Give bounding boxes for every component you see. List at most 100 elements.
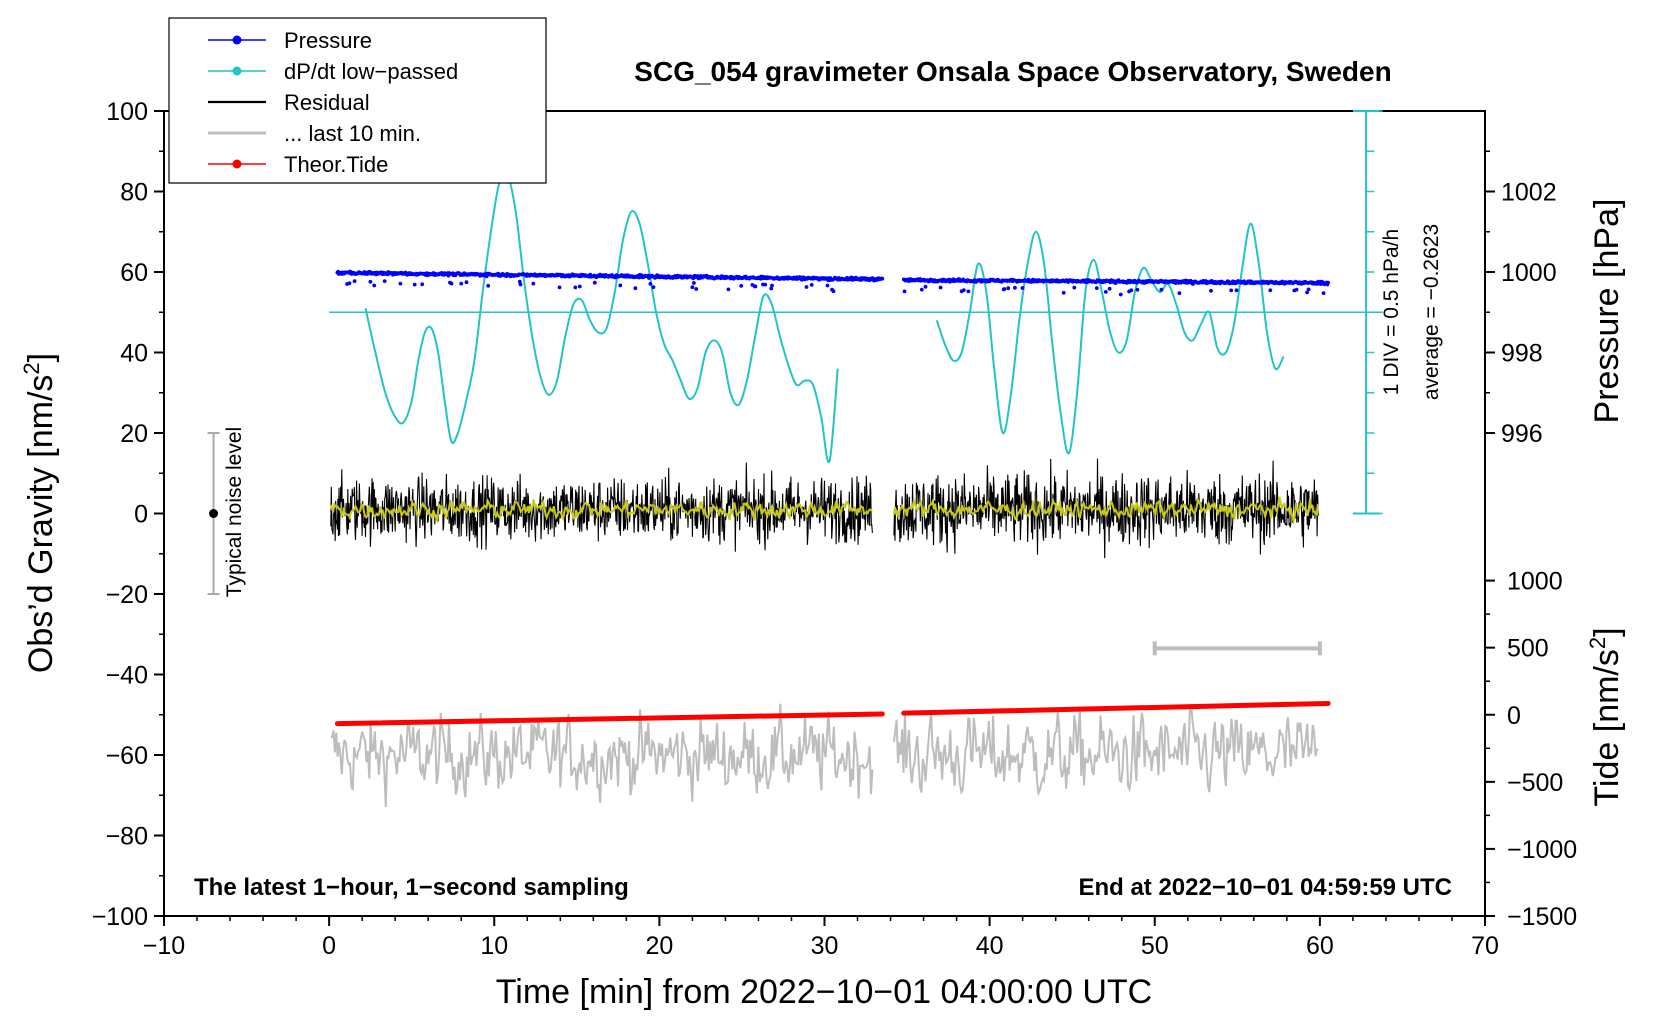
y-tick-label: −20 <box>106 581 148 609</box>
series-theor-tide <box>334 700 1331 727</box>
pressure-point <box>1268 288 1273 293</box>
series-last-10-min <box>330 703 1319 807</box>
pressure-tick-label: 1002 <box>1501 179 1557 207</box>
pressure-point <box>1118 292 1123 297</box>
pressure-point <box>923 284 928 289</box>
y-axis-left-title-end: ] <box>22 353 60 362</box>
y-tick-label: 60 <box>120 259 148 287</box>
pressure-point <box>577 284 582 289</box>
legend-label: Theor.Tide <box>284 152 388 177</box>
pressure-point <box>1294 287 1299 292</box>
pressure-point <box>831 289 836 294</box>
x-axis: −10 0 10 20 30 40 50 60 70 <box>143 916 1499 960</box>
pressure-point <box>902 289 907 294</box>
x-tick-label: 40 <box>976 932 1004 960</box>
dpdt-trace <box>935 222 1285 455</box>
pressure-point <box>592 280 597 285</box>
legend: Pressure dP/dt low−passed Residual ... last… <box>168 17 547 184</box>
dpdt-scale-label: 1 DIV = 0.5 hPa/h <box>1380 229 1403 395</box>
pressure-point <box>1306 287 1311 292</box>
pressure-point <box>1159 287 1164 292</box>
y-tick-label: −100 <box>92 903 148 931</box>
pressure-point <box>1103 290 1108 294</box>
pressure-point <box>412 282 417 287</box>
pressure-point <box>1305 290 1309 295</box>
pressure-point <box>769 286 774 291</box>
x-tick-label: 30 <box>811 932 839 960</box>
pressure-point <box>382 279 387 283</box>
pressure-point <box>648 282 653 286</box>
noise-level-bar <box>207 432 220 595</box>
pressure-point <box>573 285 578 290</box>
noise-level-label: Typical noise level <box>223 427 246 597</box>
pressure-point <box>739 284 744 288</box>
theor-tide-trace <box>901 700 1331 716</box>
chart-title: SCG_054 gravimeter Onsala Space Observat… <box>634 56 1391 87</box>
y-axis-left-title: Obs’d Gravity [nm/s2] <box>19 353 60 673</box>
pressure-point <box>1234 288 1239 293</box>
tide-tick-label: 1000 <box>1507 568 1563 596</box>
pressure-point <box>420 282 425 287</box>
legend-marker <box>232 159 242 169</box>
x-tick-label: 10 <box>480 932 508 960</box>
pressure-point <box>1094 286 1099 290</box>
pressure-tick-label: 996 <box>1501 420 1543 448</box>
y-axis-tide-title-end: ] <box>1588 627 1626 636</box>
tide-tick-label: −500 <box>1507 769 1563 797</box>
pressure-point <box>1209 288 1213 293</box>
pressure-point <box>372 283 377 288</box>
y-axis-tide-title: Tide [nm/s2] <box>1585 627 1626 806</box>
pressure-point <box>1326 280 1330 285</box>
y-tick-label: 80 <box>120 179 148 207</box>
legend-label: ... last 10 min. <box>284 121 421 146</box>
series-pressure <box>335 269 1330 297</box>
y-axis-tide-title-main: Tide [nm/s <box>1588 649 1626 806</box>
pressure-point <box>618 283 623 288</box>
legend-marker <box>232 66 242 76</box>
legend-marker <box>232 35 242 45</box>
residual-trace <box>893 458 1319 559</box>
pressure-point <box>961 288 966 292</box>
pressure-point <box>1107 286 1112 291</box>
tide-tick-label: −1500 <box>1507 903 1577 931</box>
pressure-point <box>690 285 695 290</box>
filtered-residual-trace <box>892 496 1320 526</box>
tide-tick-label: 0 <box>1507 702 1521 730</box>
dpdt-trace <box>364 172 839 464</box>
pressure-point <box>825 283 830 288</box>
filtered-residual-trace <box>329 497 873 524</box>
pressure-point <box>449 281 454 286</box>
pressure-point <box>880 276 885 281</box>
pressure-point <box>726 287 731 292</box>
pressure-point <box>1135 287 1140 292</box>
x-tick-label: 60 <box>1306 932 1334 960</box>
pressure-point <box>486 283 491 288</box>
tide-tick-label: −1000 <box>1507 836 1577 864</box>
pressure-point <box>459 281 464 286</box>
pressure-point <box>1006 286 1011 291</box>
y-axis-left-title-main: Obs’d Gravity [nm/s <box>22 375 60 674</box>
pressure-point <box>763 282 768 287</box>
last-10-min-trace <box>330 703 874 807</box>
pressure-point <box>557 285 562 290</box>
dpdt-scale <box>329 110 1383 515</box>
theor-tide-trace <box>334 711 885 727</box>
y-axis-left: −100 −80 −60 −40 −20 0 20 40 60 80 100 <box>92 98 164 931</box>
pressure-point <box>1129 288 1134 293</box>
pressure-point <box>633 286 638 291</box>
pressure-point <box>464 280 469 285</box>
noise-bar-center-dot <box>209 509 219 518</box>
pressure-point <box>1321 291 1326 295</box>
annotation-sampling: The latest 1−hour, 1−second sampling <box>194 874 629 901</box>
pressure-point <box>919 287 924 292</box>
pressure-point <box>770 283 774 288</box>
pressure-point <box>809 283 814 287</box>
y-tick-label: −80 <box>106 823 148 851</box>
x-tick-label: 0 <box>322 932 336 960</box>
pressure-point <box>1229 288 1234 293</box>
pressure-point <box>753 284 758 289</box>
legend-box <box>168 17 547 184</box>
pressure-point <box>368 279 373 284</box>
x-tick-label: 20 <box>645 932 673 960</box>
